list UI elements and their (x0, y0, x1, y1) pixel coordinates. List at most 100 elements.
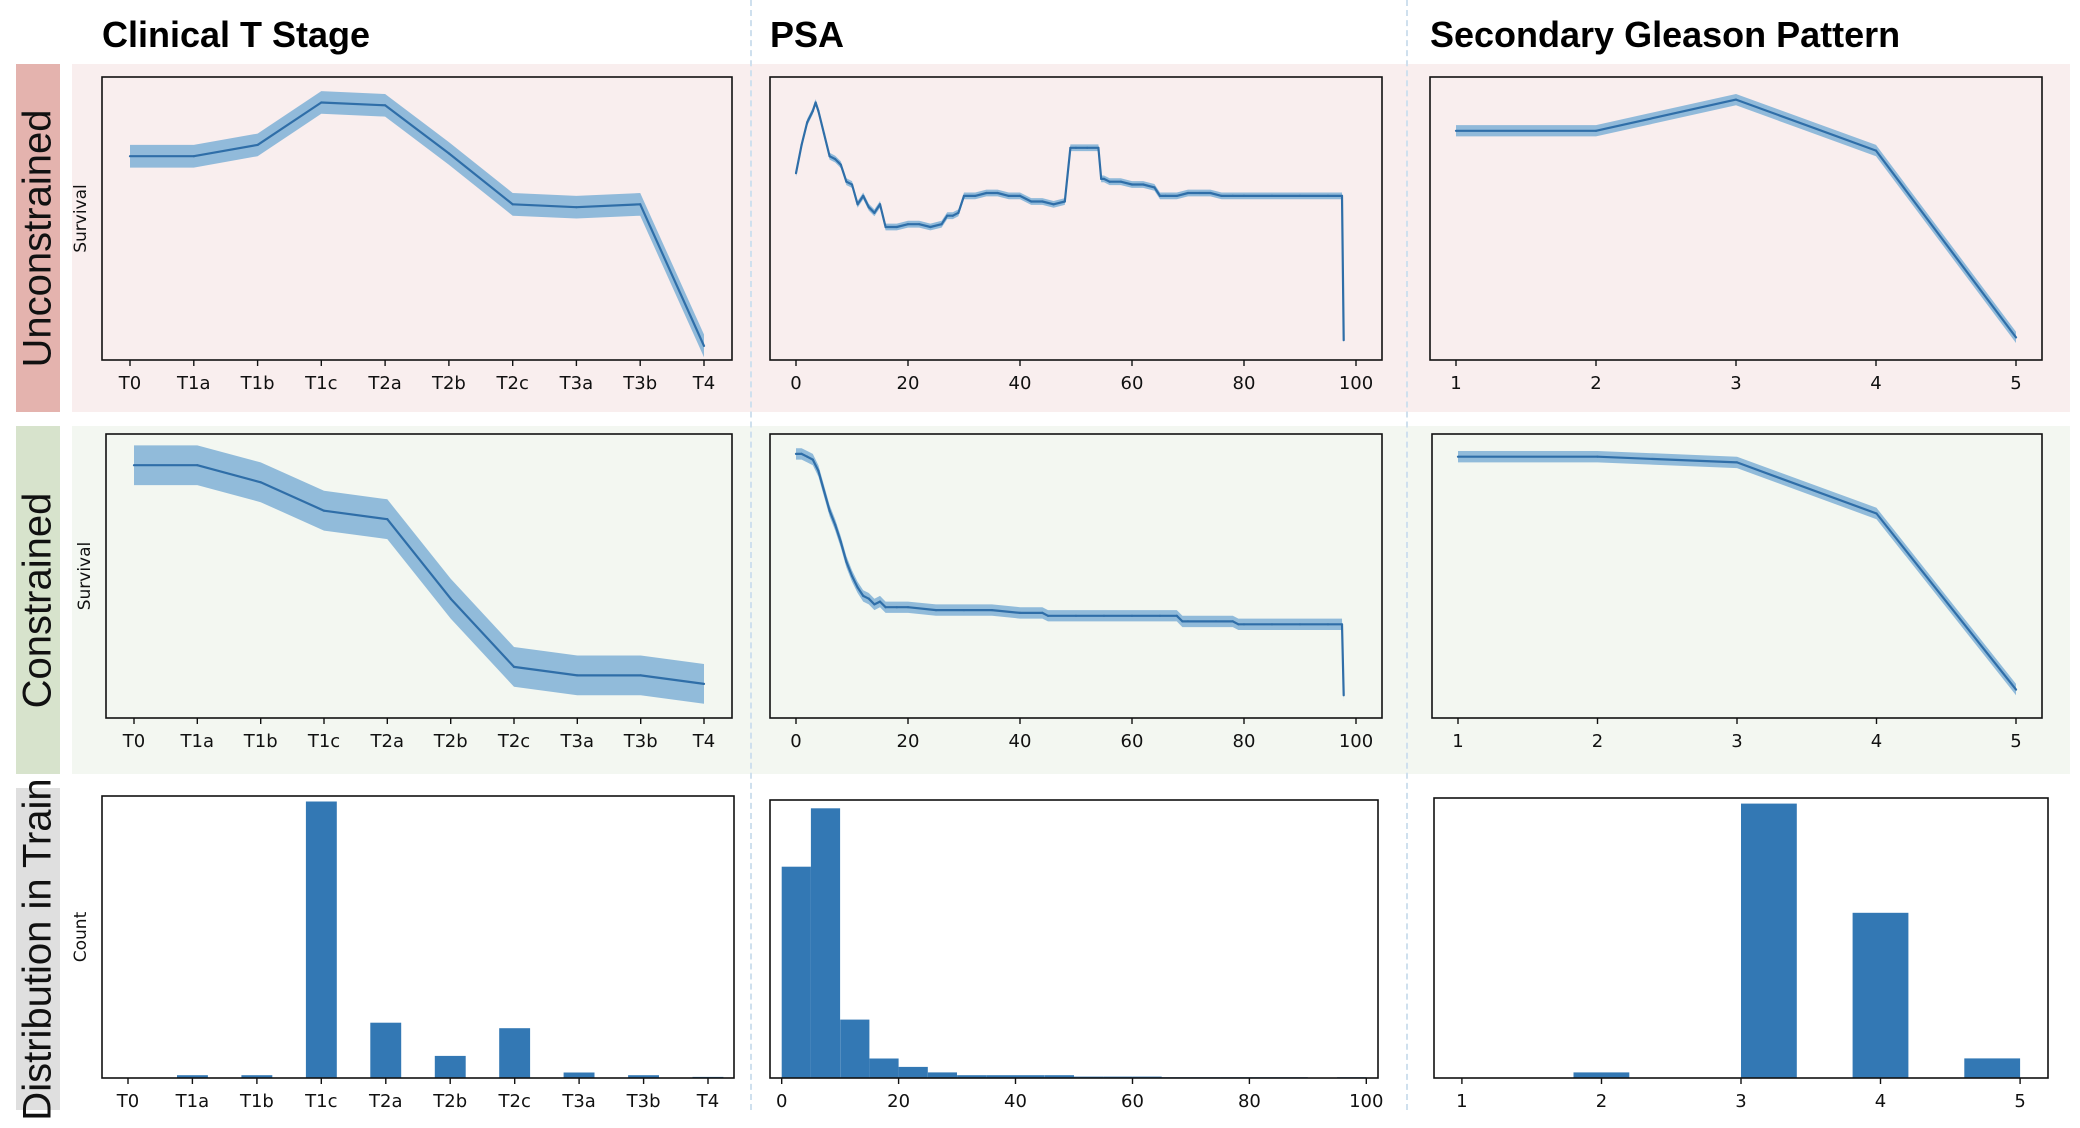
plot-area (1456, 451, 2018, 696)
line-segment (512, 665, 579, 677)
line-segment (834, 523, 842, 544)
line-segment (1175, 614, 1184, 623)
x-tick-label: T1b (239, 1091, 274, 1112)
line-segment (814, 101, 820, 113)
x-tick-label: 3 (1731, 731, 1742, 752)
x-tick-label: T4 (692, 373, 715, 394)
line-segment (449, 597, 516, 669)
chart-gleason-distribution: 1 2 3 4 5 (1433, 797, 2049, 1112)
x-tick-label: 5 (2010, 731, 2021, 752)
line-segment (811, 458, 820, 472)
histogram-bar (986, 1075, 1016, 1078)
chart-gleason-unconstrained: 1 2 3 4 5 (1429, 76, 2043, 394)
bar (434, 1055, 466, 1078)
y-axis-label: Survival (71, 184, 91, 253)
line-segment (817, 109, 826, 135)
line-segment (856, 586, 865, 598)
line-segment (878, 203, 887, 229)
bar (499, 1028, 531, 1078)
line-segment (1142, 183, 1156, 189)
bar (628, 1075, 659, 1078)
x-tick-label: T0 (116, 1091, 139, 1112)
column-separator (1406, 0, 1408, 1110)
plot-area (794, 448, 1345, 701)
line-segment (850, 574, 859, 589)
line-segment (1340, 194, 1345, 342)
histogram-bar (927, 1072, 957, 1078)
plot-area (1573, 803, 2021, 1078)
line-segment (845, 560, 854, 578)
x-tick-label: 4 (1870, 373, 1881, 394)
plot-area (794, 99, 1345, 344)
x-tick-label: 3 (1730, 373, 1741, 394)
x-tick-label: T1b (243, 731, 278, 752)
x-tick-label: 60 (1121, 731, 1144, 752)
line-segment (839, 540, 848, 563)
line-segment (990, 608, 1022, 615)
line-segment (447, 152, 514, 206)
histogram-bar (957, 1075, 987, 1078)
confidence-band (1458, 451, 2016, 696)
axes-frame (769, 799, 1379, 1079)
x-tick-label: T2a (370, 731, 404, 752)
line-segment (320, 101, 387, 107)
line-segment (822, 132, 831, 158)
x-tick-label: T3b (626, 1091, 661, 1112)
x-tick-label: 2 (1596, 1091, 1607, 1112)
unconstrained-label-box: Unconstrained (16, 64, 60, 412)
line-segment (867, 597, 876, 606)
line-segment (386, 518, 452, 600)
chart-psa-distribution: 0 20 40 60 80 100 (769, 799, 1383, 1112)
line-segment (906, 606, 938, 612)
bar (563, 1072, 595, 1078)
x-tick-label: 20 (897, 373, 920, 394)
bar (177, 1075, 208, 1078)
axes-frame (101, 76, 733, 361)
x-tick-label: 100 (1349, 1091, 1383, 1112)
histogram-bar (810, 808, 841, 1078)
x-tick-label: 40 (1009, 373, 1032, 394)
line-segment (322, 509, 389, 521)
x-tick-label: 3 (1735, 1091, 1746, 1112)
histogram-bar (1044, 1075, 1074, 1078)
column-separator (750, 0, 752, 1110)
chart-gleason-constrained: 1 2 3 4 5 (1431, 433, 2043, 752)
plot-area (132, 445, 706, 704)
x-tick-label: T1c (304, 373, 337, 394)
line-segment (800, 121, 809, 146)
histogram-bar (869, 1058, 899, 1078)
line-segment (929, 223, 943, 229)
plot-area (128, 91, 706, 358)
x-tick-label: T2c (498, 1091, 531, 1112)
line-segment (196, 464, 262, 484)
x-tick-label: T0 (122, 731, 145, 752)
line-segment (1119, 180, 1134, 186)
x-tick-label: T3b (623, 731, 658, 752)
x-tick-label: 1 (1450, 373, 1461, 394)
x-tick-label: 4 (1875, 1091, 1886, 1112)
x-tick-label: 100 (1339, 731, 1373, 752)
axes-frame (105, 433, 733, 719)
x-tick-label: 100 (1339, 373, 1373, 394)
line-segment (1594, 98, 1738, 132)
confidence-band (796, 99, 1344, 344)
chart-tstage-constrained: T0 T1a T1b T1c T2a T2b T2c T3a T3b T4 Survival (75, 433, 733, 752)
axes-frame (101, 795, 735, 1079)
line-segment (575, 203, 642, 209)
line-segment (384, 104, 450, 155)
line-segment (1735, 461, 1878, 515)
column-title-secondary-gleason: Secondary Gleason Pattern (1430, 14, 1901, 55)
x-tick-label: T3a (561, 1091, 595, 1112)
line-segment (828, 509, 837, 527)
line-segment (834, 158, 842, 166)
x-tick-label: 60 (1121, 1091, 1144, 1112)
histogram-bar (1015, 1075, 1045, 1078)
x-tick-label: T4 (692, 731, 715, 752)
line-segment (511, 203, 578, 209)
y-axis-label: Survival (75, 542, 95, 611)
line-segment (1340, 623, 1345, 697)
axes-frame (1431, 433, 2043, 719)
constrained-label-box: Constrained (16, 426, 60, 774)
plot-area (781, 808, 1367, 1078)
axes-frame (769, 76, 1383, 361)
